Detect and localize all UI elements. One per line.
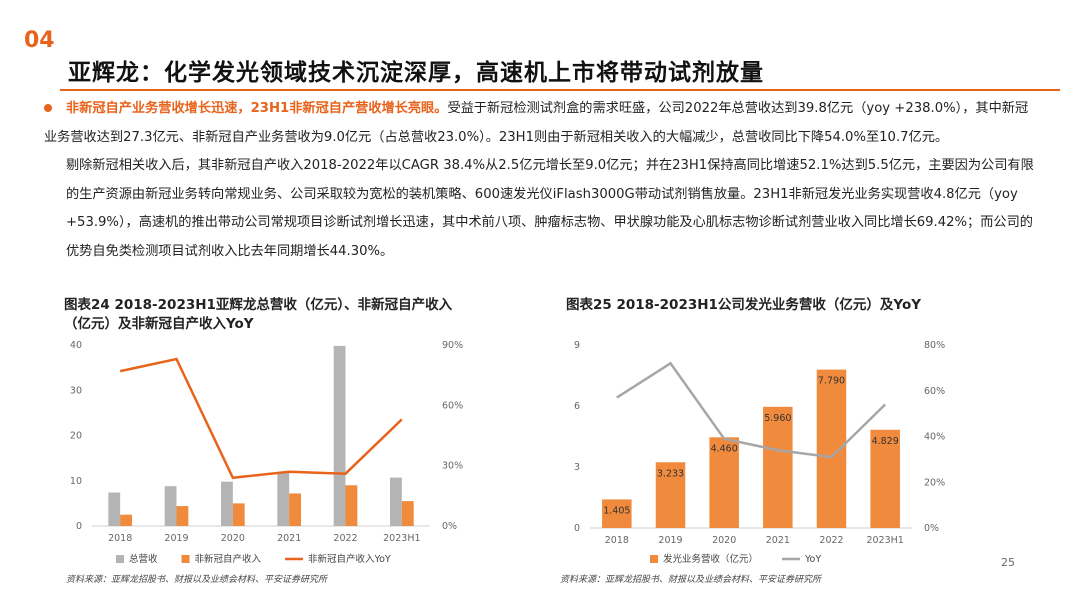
chart25-bar-data-label: 5.960 [764, 413, 791, 424]
page-title: 亚辉龙：化学发光领域技术沉淀深厚，高速机上市将带动试剂放量 [68, 60, 764, 86]
chart25-bar-data-label: 4.460 [711, 443, 738, 454]
chart24-bar [333, 345, 346, 526]
chart24-bar [390, 477, 402, 526]
chart25-y2-tick-label: 20% [924, 477, 945, 488]
chart25-y-tick-label: 0 [574, 523, 580, 534]
body-text: 非新冠自产业务营收增长迅速，23H1非新冠自产营收增长亮眼。受益于新冠检测试剂盒… [44, 95, 1039, 266]
chart25-bar [655, 462, 686, 528]
chart24-legend-label: 非新冠自产收入 [195, 553, 262, 565]
chart24-line-series [119, 357, 403, 480]
chart24-y-tick-label: 40 [70, 340, 82, 351]
chart24-bar [277, 472, 290, 526]
chart24-title-line2: （亿元）及非新冠自产收入YoY [64, 316, 254, 332]
chart24-x-tick-label: 2021 [277, 533, 301, 544]
paragraph-1: 非新冠自产业务营收增长迅速，23H1非新冠自产营收增长亮眼。受益于新冠检测试剂盒… [44, 95, 1039, 152]
chart24-bar [345, 485, 358, 526]
chart25-y-tick-label: 3 [574, 462, 580, 473]
chart25-bar [709, 437, 739, 528]
chart24-bar [221, 481, 233, 526]
chart24-bar [108, 492, 121, 526]
chart24-y2-tick-label: 0% [442, 521, 457, 532]
chart24-legend-swatch [181, 555, 190, 563]
chart24-y-tick-label: 0 [76, 521, 82, 532]
chart25-x-tick-label: 2020 [712, 535, 736, 546]
chart24-y2-tick-label: 90% [442, 340, 463, 351]
title-divider [60, 89, 1060, 91]
paragraph-2: 剔除新冠相关收入后，其非新冠自产收入2018-2022年以CAGR 38.4%从… [66, 158, 1034, 259]
chart24-title: 图表24 2018-2023H1亚辉龙总营收（亿元）、非新冠自产收入 （亿元）及… [64, 296, 534, 334]
chart24-legend-label: 总营收 [129, 553, 158, 565]
chart25-bar-data-label: 1.405 [603, 505, 630, 516]
chart24-y-tick-label: 30 [70, 385, 82, 396]
chart24-y2-tick-label: 60% [442, 400, 463, 411]
chart25-bar-data-label: 7.790 [818, 376, 845, 387]
chart24-x-tick-label: 2019 [164, 533, 188, 544]
paragraph-1-highlight: 非新冠自产业务营收增长迅速，23H1非新冠自产营收增长亮眼。 [66, 101, 448, 116]
chart24-y-tick-label: 10 [70, 476, 82, 487]
chart25-y2-tick-label: 40% [924, 432, 945, 443]
chart25-source: 资料来源：亚辉龙招股书、财报以及业绩会材料、平安证券研究所 [560, 575, 822, 585]
chart24-x-tick-label: 2020 [221, 533, 245, 544]
chart25-y2-tick-label: 0% [924, 523, 939, 534]
chart24-title-line1: 图表24 2018-2023H1亚辉龙总营收（亿元）、非新冠自产收入 [64, 297, 453, 313]
chart24-svg: 0 10 20 30 40 0% 30% 60% 90% 2018 2019 2020 2021 2022… [70, 340, 463, 565]
chart24-x-tick-label: 2018 [108, 533, 132, 544]
chart24-x-tick-label: 2023H1 [383, 533, 420, 544]
chart25-x-tick-label: 2019 [658, 535, 682, 546]
bullet-icon [44, 103, 52, 112]
chart24-legend-label: 非新冠自产收入YoY [308, 553, 391, 565]
page-number: 25 [1001, 556, 1015, 569]
chart25-x-tick-label: 2018 [605, 535, 629, 546]
chart24-x-tick-label: 2022 [333, 533, 357, 544]
chart25-x-tick-label: 2021 [766, 535, 790, 546]
chart25-legend-swatch [650, 555, 658, 563]
chart25-x-tick-label: 2022 [819, 535, 843, 546]
chart25-y2-tick-label: 80% [924, 340, 945, 351]
chart25-bar-data-label: 3.233 [657, 468, 684, 479]
chart25-y-tick-label: 6 [574, 401, 580, 412]
chart25-title: 图表25 2018-2023H1公司发光业务营收（亿元）及YoY [566, 297, 922, 313]
chart24-source: 资料来源：亚辉龙招股书、财报以及业绩会材料、平安证券研究所 [66, 575, 328, 585]
chart25-bar-data-label: 4.829 [872, 436, 899, 447]
chart24-legend-swatch [116, 555, 124, 563]
chart25-legend-label: 发光业务营收（亿元） [663, 553, 758, 565]
chart25-bar [870, 429, 900, 528]
chart24-y-tick-label: 20 [70, 431, 82, 442]
chart25-x-tick-label: 2023H1 [866, 535, 903, 546]
chart24-bar [120, 514, 132, 526]
chart24-bar [289, 493, 301, 526]
chart24-bar [232, 503, 245, 526]
chart25-legend-label: YoY [804, 554, 821, 565]
chart25-bar [816, 369, 847, 528]
section-number: 04 [24, 28, 55, 53]
chart24-bar [164, 486, 177, 526]
chart25-y-tick-label: 9 [574, 340, 580, 351]
chart25-bar [763, 406, 793, 528]
chart24-bar [176, 506, 189, 526]
chart25-line-series [616, 361, 887, 459]
chart24-y2-tick-label: 30% [442, 461, 463, 472]
chart24-bar [401, 501, 414, 526]
chart25-y2-tick-label: 60% [924, 386, 945, 397]
chart25-svg: 0 3 6 9 0% 20% 40% 60% 80% 2018 2019 2020 2021 2022 20… [574, 340, 945, 565]
paragraph-1-text: 受益于新冠检测试剂盒的需求旺盛，公司2022年总营收达到39.8亿元（yoy +… [44, 101, 1029, 145]
chart25-bar [602, 499, 632, 528]
